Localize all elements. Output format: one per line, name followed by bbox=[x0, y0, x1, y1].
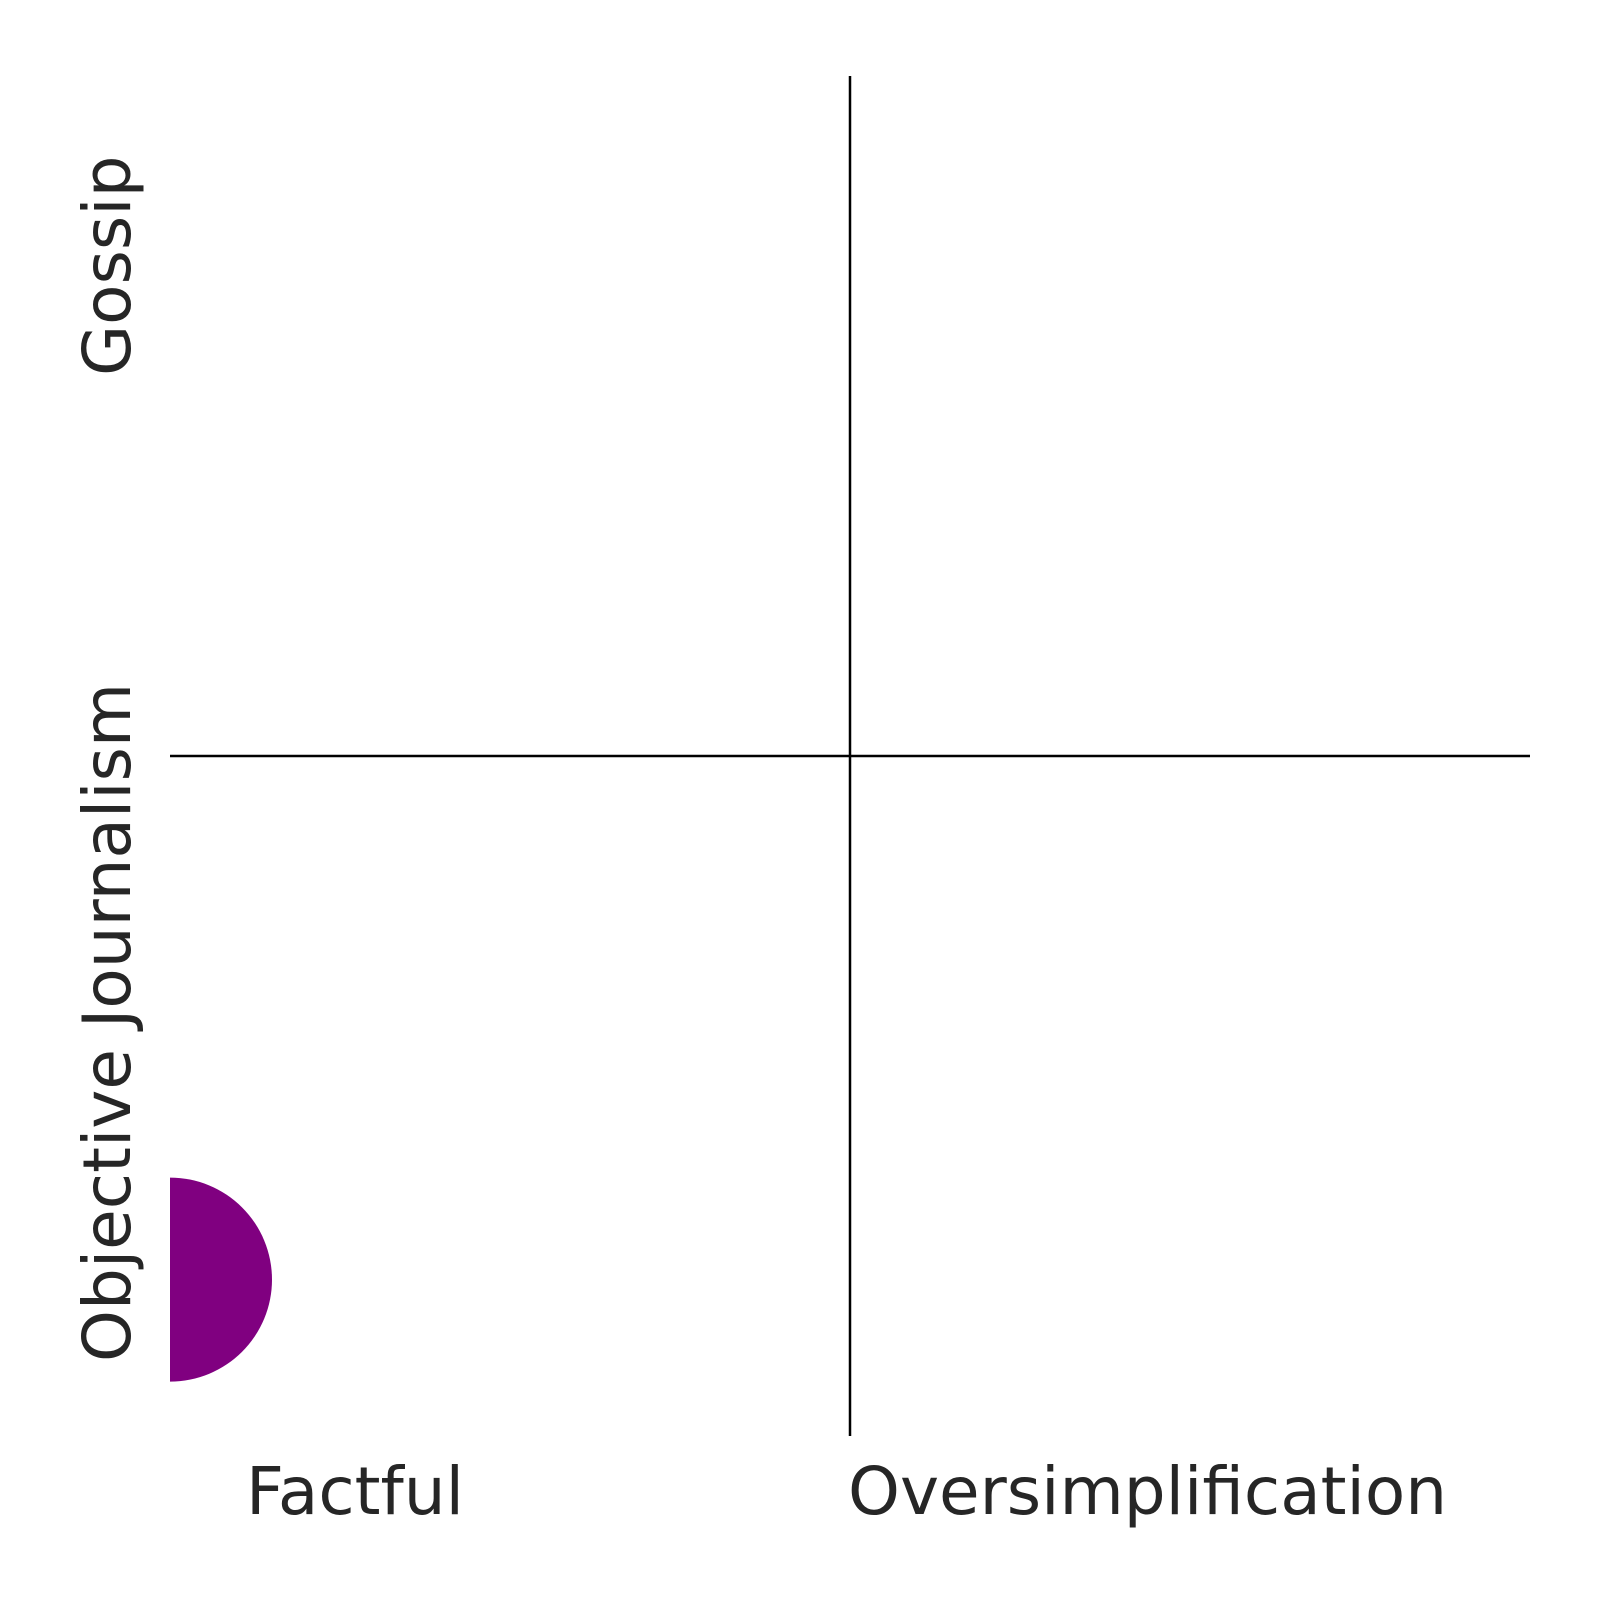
x-axis-labels: Factful Oversimplification bbox=[246, 1453, 1447, 1530]
y-axis-labels: Objective Journalism Gossip bbox=[69, 155, 146, 1362]
plot-area bbox=[170, 76, 1530, 1436]
points-layer bbox=[170, 1177, 272, 1382]
data-point-0 bbox=[170, 1177, 272, 1382]
x-label-right: Oversimplification bbox=[848, 1453, 1447, 1530]
y-label-top: Gossip bbox=[69, 155, 146, 376]
y-label-bottom: Objective Journalism bbox=[69, 683, 146, 1362]
x-label-left: Factful bbox=[246, 1453, 464, 1530]
